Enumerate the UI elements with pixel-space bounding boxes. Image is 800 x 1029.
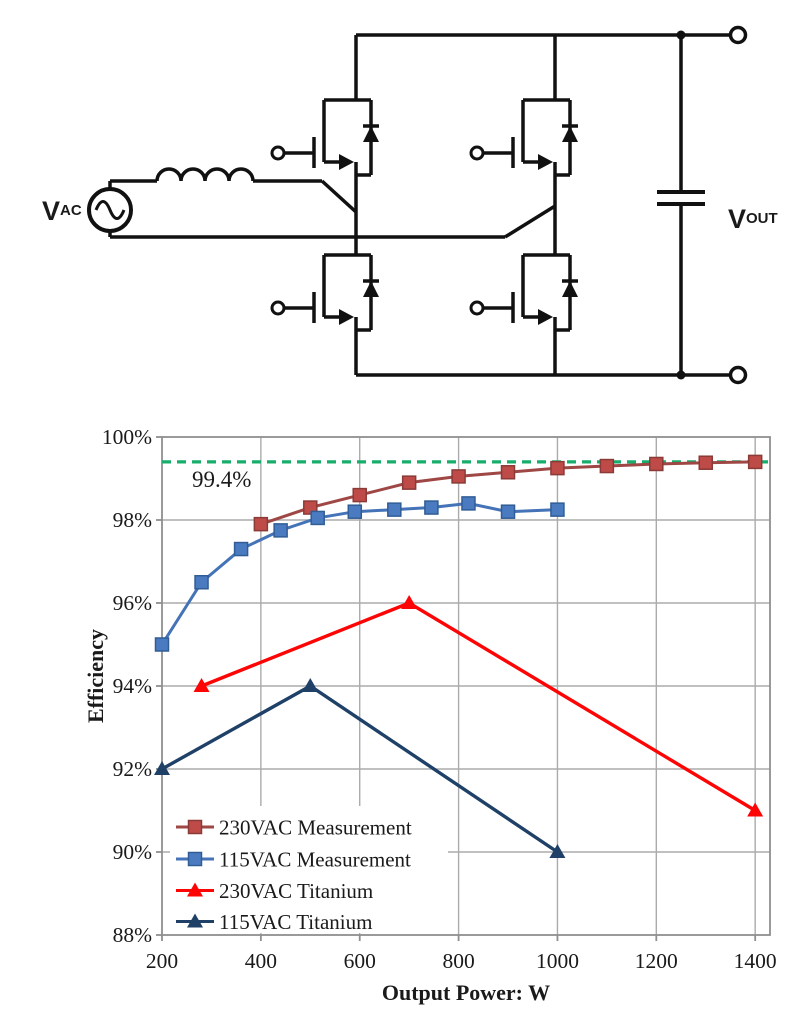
data-point-marker <box>500 504 516 519</box>
mosfet-q2 <box>469 98 578 177</box>
data-point-marker <box>154 637 170 652</box>
y-tick-label: 100% <box>102 425 152 449</box>
x-axis-title: Output Power: W <box>382 980 550 1005</box>
legend-item: 230VAC Measurement <box>176 816 412 840</box>
data-point-marker <box>550 502 565 517</box>
circuit-diagram: V AC V OUT <box>42 25 778 385</box>
data-point-marker <box>451 469 466 484</box>
x-tick-label: 1000 <box>536 949 579 973</box>
data-point-marker <box>187 851 203 867</box>
data-point-marker <box>194 575 209 590</box>
y-tick-label: 92% <box>113 757 153 781</box>
legend: 230VAC Measurement 115VAC Measurement 230V… <box>176 816 412 934</box>
legend-item: 115VAC Titanium <box>176 910 372 934</box>
x-tick-label: 600 <box>344 949 376 973</box>
data-point-marker <box>352 487 367 503</box>
terminal-positive-icon <box>728 25 748 45</box>
mosfet-arrow <box>538 309 553 325</box>
efficiency-chart: 99.4% 230VAC Measurement 115VAC Measuremen… <box>83 425 777 1005</box>
data-point-marker <box>550 460 565 476</box>
vout-label: V <box>728 204 746 234</box>
gate-terminal-icon <box>270 145 286 161</box>
y-tick-label: 88% <box>113 923 153 947</box>
series-line <box>200 601 757 812</box>
series-115vac-titanium <box>154 678 566 858</box>
x-tick-label: 400 <box>245 949 277 973</box>
mosfet-arrow <box>339 154 354 170</box>
data-point-marker <box>273 523 288 538</box>
data-point-marker <box>253 516 269 532</box>
data-point-marker <box>187 913 203 928</box>
y-tick-label: 96% <box>113 591 153 615</box>
x-tick-label: 1200 <box>635 949 678 973</box>
body-diode-icon <box>562 126 578 142</box>
data-point-marker <box>347 504 363 519</box>
y-axis-title: Efficiency <box>83 629 108 723</box>
data-point-marker <box>310 510 325 526</box>
x-tick-label: 1400 <box>734 949 777 973</box>
legend-item: 115VAC Measurement <box>176 848 411 872</box>
junction-dot <box>676 370 686 380</box>
data-point-marker <box>599 458 615 474</box>
legend-background <box>170 806 448 933</box>
output-capacitor <box>657 35 705 375</box>
data-point-marker <box>549 844 566 858</box>
input-diagonal-wire <box>320 179 358 214</box>
data-point-marker <box>187 819 203 835</box>
mosfet-arrow <box>538 154 553 170</box>
vac-label-sub: AC <box>60 202 82 219</box>
legend-label: 230VAC Titanium <box>219 879 373 903</box>
x-tick-label: 800 <box>442 949 474 973</box>
mosfet-q3 <box>270 253 379 332</box>
data-point-marker <box>154 761 170 775</box>
y-tick-label: 94% <box>113 674 153 698</box>
mosfet-q4 <box>469 253 578 332</box>
gate-terminal-icon <box>469 145 485 161</box>
data-point-marker <box>747 454 763 470</box>
legend-label: 230VAC Measurement <box>219 816 412 840</box>
data-point-marker <box>233 541 249 557</box>
data-point-marker <box>187 882 203 897</box>
reference-label: 99.4% <box>192 467 251 492</box>
inductor <box>155 167 255 182</box>
terminal-negative-icon <box>728 365 748 385</box>
data-point-marker <box>500 465 516 480</box>
mosfet-q1 <box>270 98 379 177</box>
body-diode-icon <box>562 281 578 297</box>
data-point-marker <box>461 496 476 511</box>
data-point-marker <box>193 678 210 692</box>
sine-wave-icon <box>94 200 126 220</box>
data-point-marker <box>387 502 402 517</box>
vac-source <box>87 187 133 233</box>
x-tick-label: 200 <box>146 949 178 973</box>
y-tick-label: 98% <box>113 508 153 532</box>
vout-label-sub: OUT <box>746 210 778 227</box>
data-point-marker <box>649 456 664 472</box>
data-point-marker <box>698 455 713 470</box>
return-diagonal-wire <box>504 204 556 239</box>
gate-terminal-icon <box>270 300 286 316</box>
junction-dot <box>676 30 686 40</box>
series-230vac-titanium <box>193 595 764 817</box>
data-point-marker <box>747 802 764 817</box>
series-115vac-measurement <box>154 496 565 652</box>
series-230vac-measurement <box>253 454 763 532</box>
data-point-marker <box>424 500 439 515</box>
data-point-marker <box>401 595 418 609</box>
body-diode-icon <box>363 126 379 142</box>
legend-label: 115VAC Measurement <box>219 848 411 872</box>
mosfet-arrow <box>339 309 354 325</box>
y-tick-label: 90% <box>113 840 153 864</box>
data-point-marker <box>302 678 319 692</box>
data-point-marker <box>401 475 417 490</box>
legend-label: 115VAC Titanium <box>219 910 372 934</box>
vac-label: V <box>42 196 60 226</box>
body-diode-icon <box>363 281 379 297</box>
gate-terminal-icon <box>469 300 485 316</box>
legend-item: 230VAC Titanium <box>176 879 373 903</box>
